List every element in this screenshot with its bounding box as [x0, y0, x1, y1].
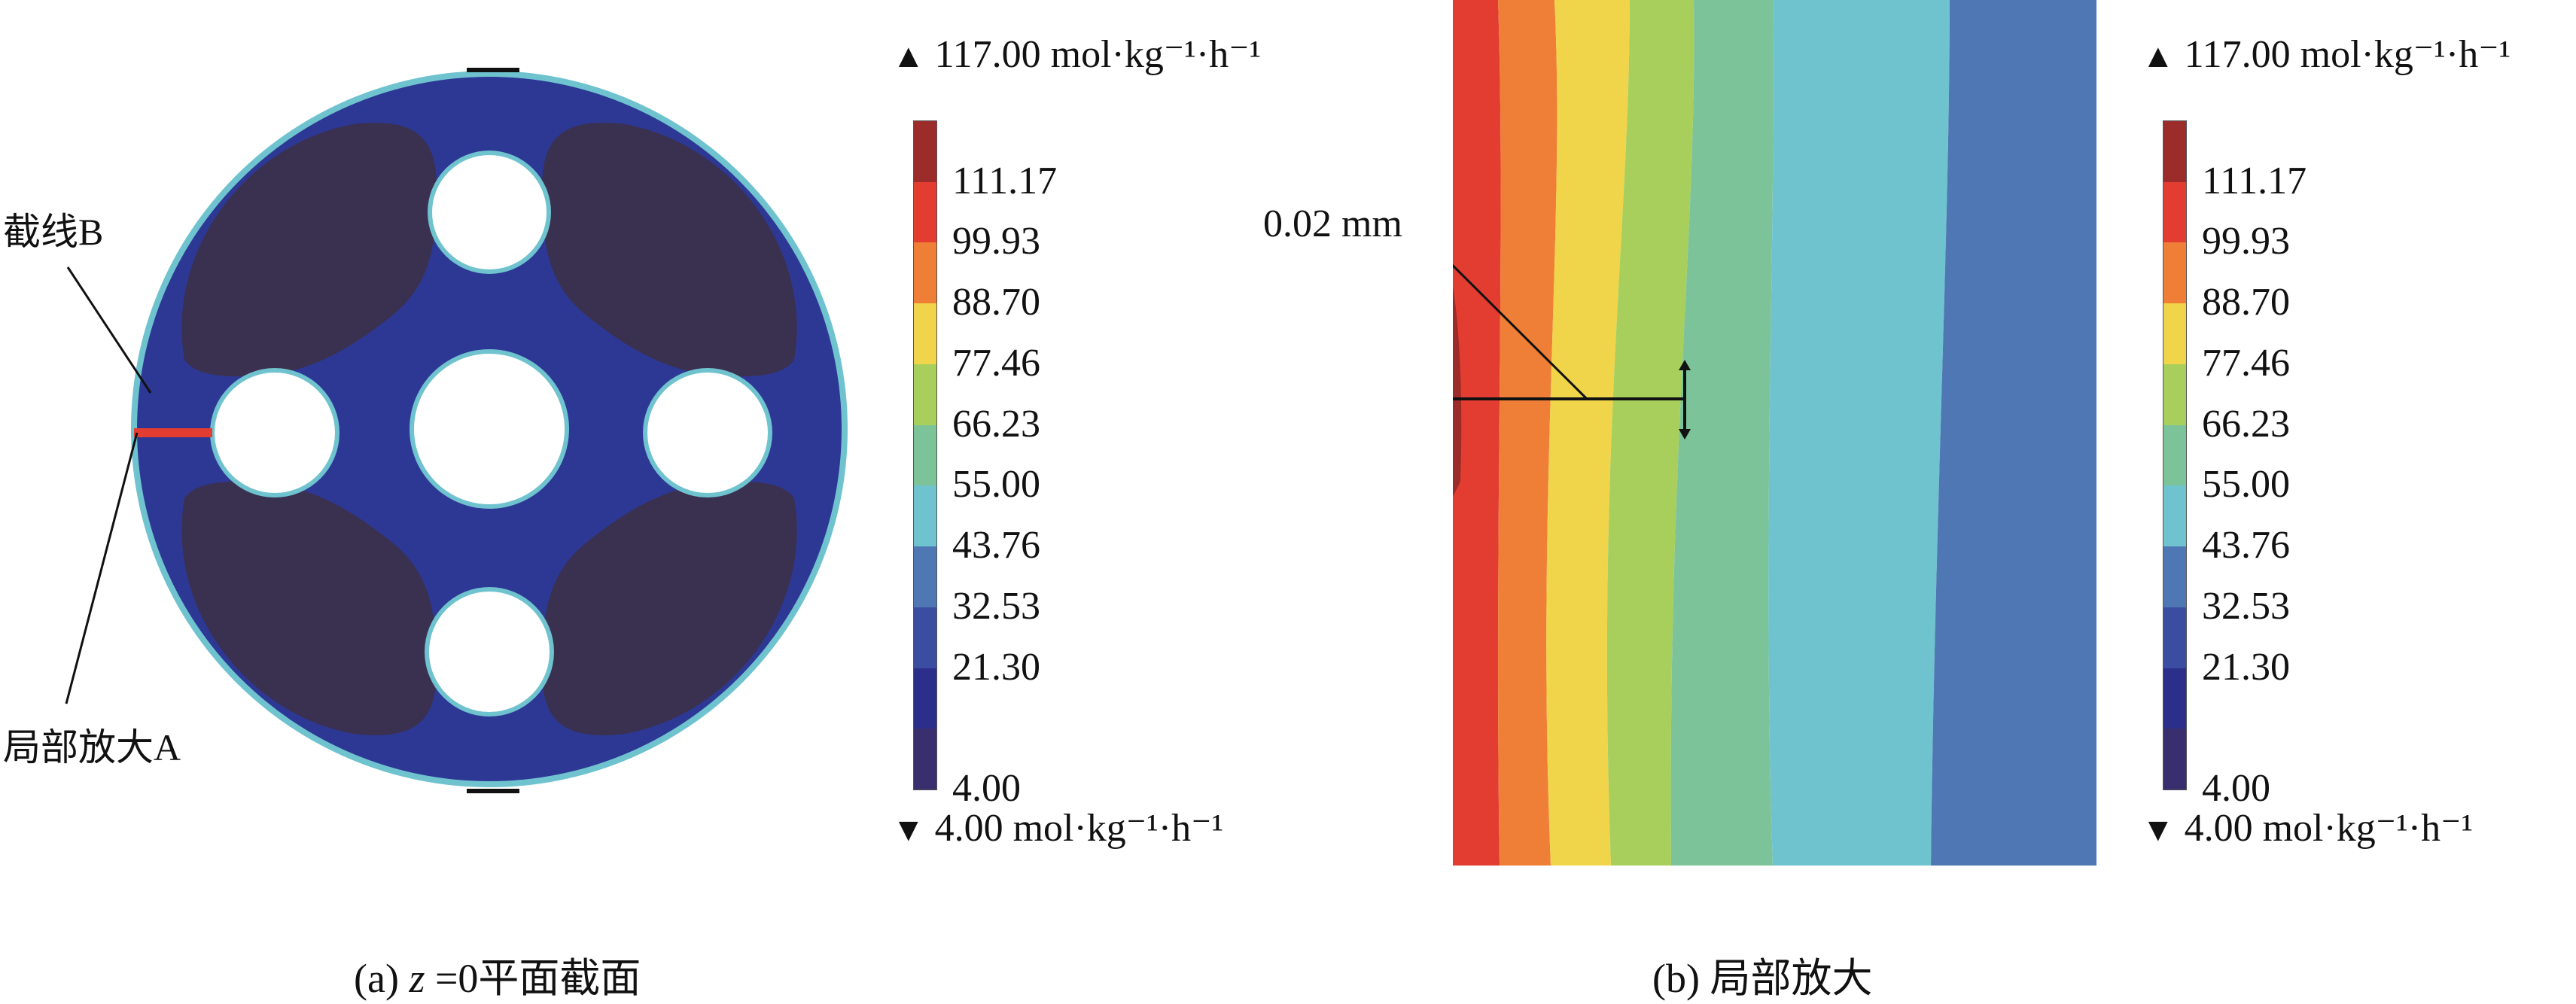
- colorbar-segment: [2163, 121, 2186, 183]
- interior-lobe-top-right: [542, 123, 797, 377]
- colorbar-tick-label: 55.00: [2202, 463, 2290, 507]
- channel-top: [432, 155, 547, 269]
- colorbar-segment: [914, 607, 936, 669]
- leader-line-a: [65, 432, 139, 704]
- colorbar-tick-label: 111.17: [952, 159, 1058, 202]
- colorbar-segment: [914, 668, 936, 729]
- caption-a-rest: =0平面截面: [425, 956, 641, 1001]
- zoom-wall-edge: [1453, 286, 1462, 497]
- legend-a-min: ▼ 4.00 mol·kg⁻¹·h⁻¹: [892, 805, 1223, 850]
- colorbar-tick-label: 43.76: [952, 524, 1040, 567]
- caption-b: (b) 局部放大: [1652, 956, 1873, 1001]
- legend-b-min: ▼ 4.00 mol·kg⁻¹·h⁻¹: [2142, 805, 2473, 850]
- triangle-up-icon: ▲: [2142, 38, 2175, 75]
- colorbar-segment: [2163, 242, 2186, 304]
- cross-section-plot: 截线B 局部放大A: [3, 68, 848, 793]
- scale-bar-arrow-down: [1679, 429, 1691, 440]
- interior-lobe-top-left: [181, 123, 437, 377]
- colorbar-a: [913, 120, 937, 790]
- colorbar-tick-label: 4.00: [952, 767, 1021, 810]
- legend-b-max-label: 117.00 mol·kg⁻¹·h⁻¹: [2184, 33, 2511, 76]
- caption-a-prefix: (a): [354, 956, 410, 1001]
- legend-a-max-label: 117.00 mol·kg⁻¹·h⁻¹: [934, 33, 1262, 76]
- colorbar-b: [2163, 120, 2187, 790]
- colorbar-segment: [914, 424, 936, 486]
- colorbar-tick-label: 66.23: [952, 402, 1040, 446]
- colorbar-tick-label: 4.00: [2202, 767, 2270, 810]
- legend-a-max: ▲ 117.00 mol·kg⁻¹·h⁻¹: [892, 32, 1261, 77]
- colorbar-tick-label: 99.93: [952, 220, 1040, 263]
- zoom-band-6: [1768, 0, 1950, 866]
- colorbar-tick-label: 55.00: [952, 463, 1040, 507]
- colorbar-segment: [914, 546, 936, 608]
- colorbar-segment: [914, 729, 936, 790]
- interior-lobe-bottom-right: [542, 481, 797, 735]
- colorbar-tick-label: 32.53: [2202, 584, 2290, 628]
- zoom-plot: [1453, 0, 2096, 866]
- colorbar-segment: [2163, 303, 2186, 365]
- scale-label: 0.02 mm: [1263, 202, 1402, 245]
- channel-bottom: [429, 592, 550, 712]
- legend-b: ▲ 117.00 mol·kg⁻¹·h⁻¹ 111.17 99.93 88.70 77…: [2142, 0, 2576, 850]
- interior-lobe-bottom-left: [181, 481, 437, 735]
- colorbar-tick-label: 32.53: [952, 584, 1040, 628]
- zoom-band-3: [1546, 0, 1630, 866]
- colorbar-segment: [914, 242, 936, 304]
- legend-a: ▲ 117.00 mol·kg⁻¹·h⁻¹ 111.17 99.93 88.70 77…: [892, 0, 1359, 850]
- colorbar-tick-label: 21.30: [952, 645, 1040, 689]
- colorbar-segment: [2163, 546, 2186, 608]
- zoom-band-4: [1606, 0, 1694, 866]
- colorbar-segment: [2163, 729, 2186, 790]
- colorbar-segment: [2163, 668, 2186, 729]
- colorbar-tick-label: 99.93: [2202, 220, 2290, 263]
- zoom-band-7: [1931, 0, 2096, 866]
- colorbar-segment: [914, 485, 936, 547]
- scale-bar-arrow-up: [1679, 360, 1691, 370]
- legend-b-min-label: 4.00 mol·kg⁻¹·h⁻¹: [2184, 807, 2474, 850]
- caption-a-var: z: [409, 956, 425, 1001]
- triangle-down-icon: ▼: [892, 811, 925, 848]
- colorbar-tick-label: 21.30: [2202, 645, 2290, 689]
- colorbar-segment: [914, 364, 936, 426]
- caption-a: (a) z =0平面截面: [354, 945, 641, 1004]
- colorbar-tick-label: 111.17: [2202, 159, 2307, 202]
- colorbar-tick-label: 66.23: [2202, 402, 2290, 446]
- colorbar-segment: [2163, 181, 2186, 243]
- zoom-band-2: [1498, 0, 1557, 866]
- label-line-b: 截线B: [3, 211, 103, 253]
- colorbar-segment: [2163, 485, 2186, 547]
- colorbar-tick-label: 43.76: [2202, 524, 2290, 567]
- colorbar-segment: [914, 181, 936, 243]
- triangle-down-icon: ▼: [2142, 811, 2175, 848]
- colorbar-segment: [2163, 607, 2186, 669]
- scale-leader: [1453, 263, 1588, 400]
- colorbar-tick-label: 88.70: [2202, 281, 2290, 324]
- colorbar-tick-label: 77.46: [952, 341, 1040, 385]
- zoom-band-1: [1453, 0, 1501, 866]
- colorbar-segment: [914, 303, 936, 365]
- legend-b-max: ▲ 117.00 mol·kg⁻¹·h⁻¹: [2142, 32, 2511, 77]
- triangle-up-icon: ▲: [892, 38, 925, 75]
- leader-line-b: [66, 266, 152, 394]
- colorbar-segment: [2163, 364, 2186, 426]
- channel-right: [647, 373, 768, 493]
- label-zoom-a: 局部放大A: [3, 726, 181, 768]
- colorbar-tick-label: 77.46: [2202, 341, 2290, 385]
- colorbar-segment: [2163, 424, 2186, 486]
- zoom-band-5: [1670, 0, 1774, 866]
- colorbar-segment: [914, 121, 936, 183]
- legend-a-min-label: 4.00 mol·kg⁻¹·h⁻¹: [934, 807, 1224, 850]
- channel-left: [215, 373, 335, 493]
- colorbar-tick-label: 88.70: [952, 281, 1040, 324]
- channel-center: [414, 354, 565, 504]
- flow-channels: [210, 151, 772, 716]
